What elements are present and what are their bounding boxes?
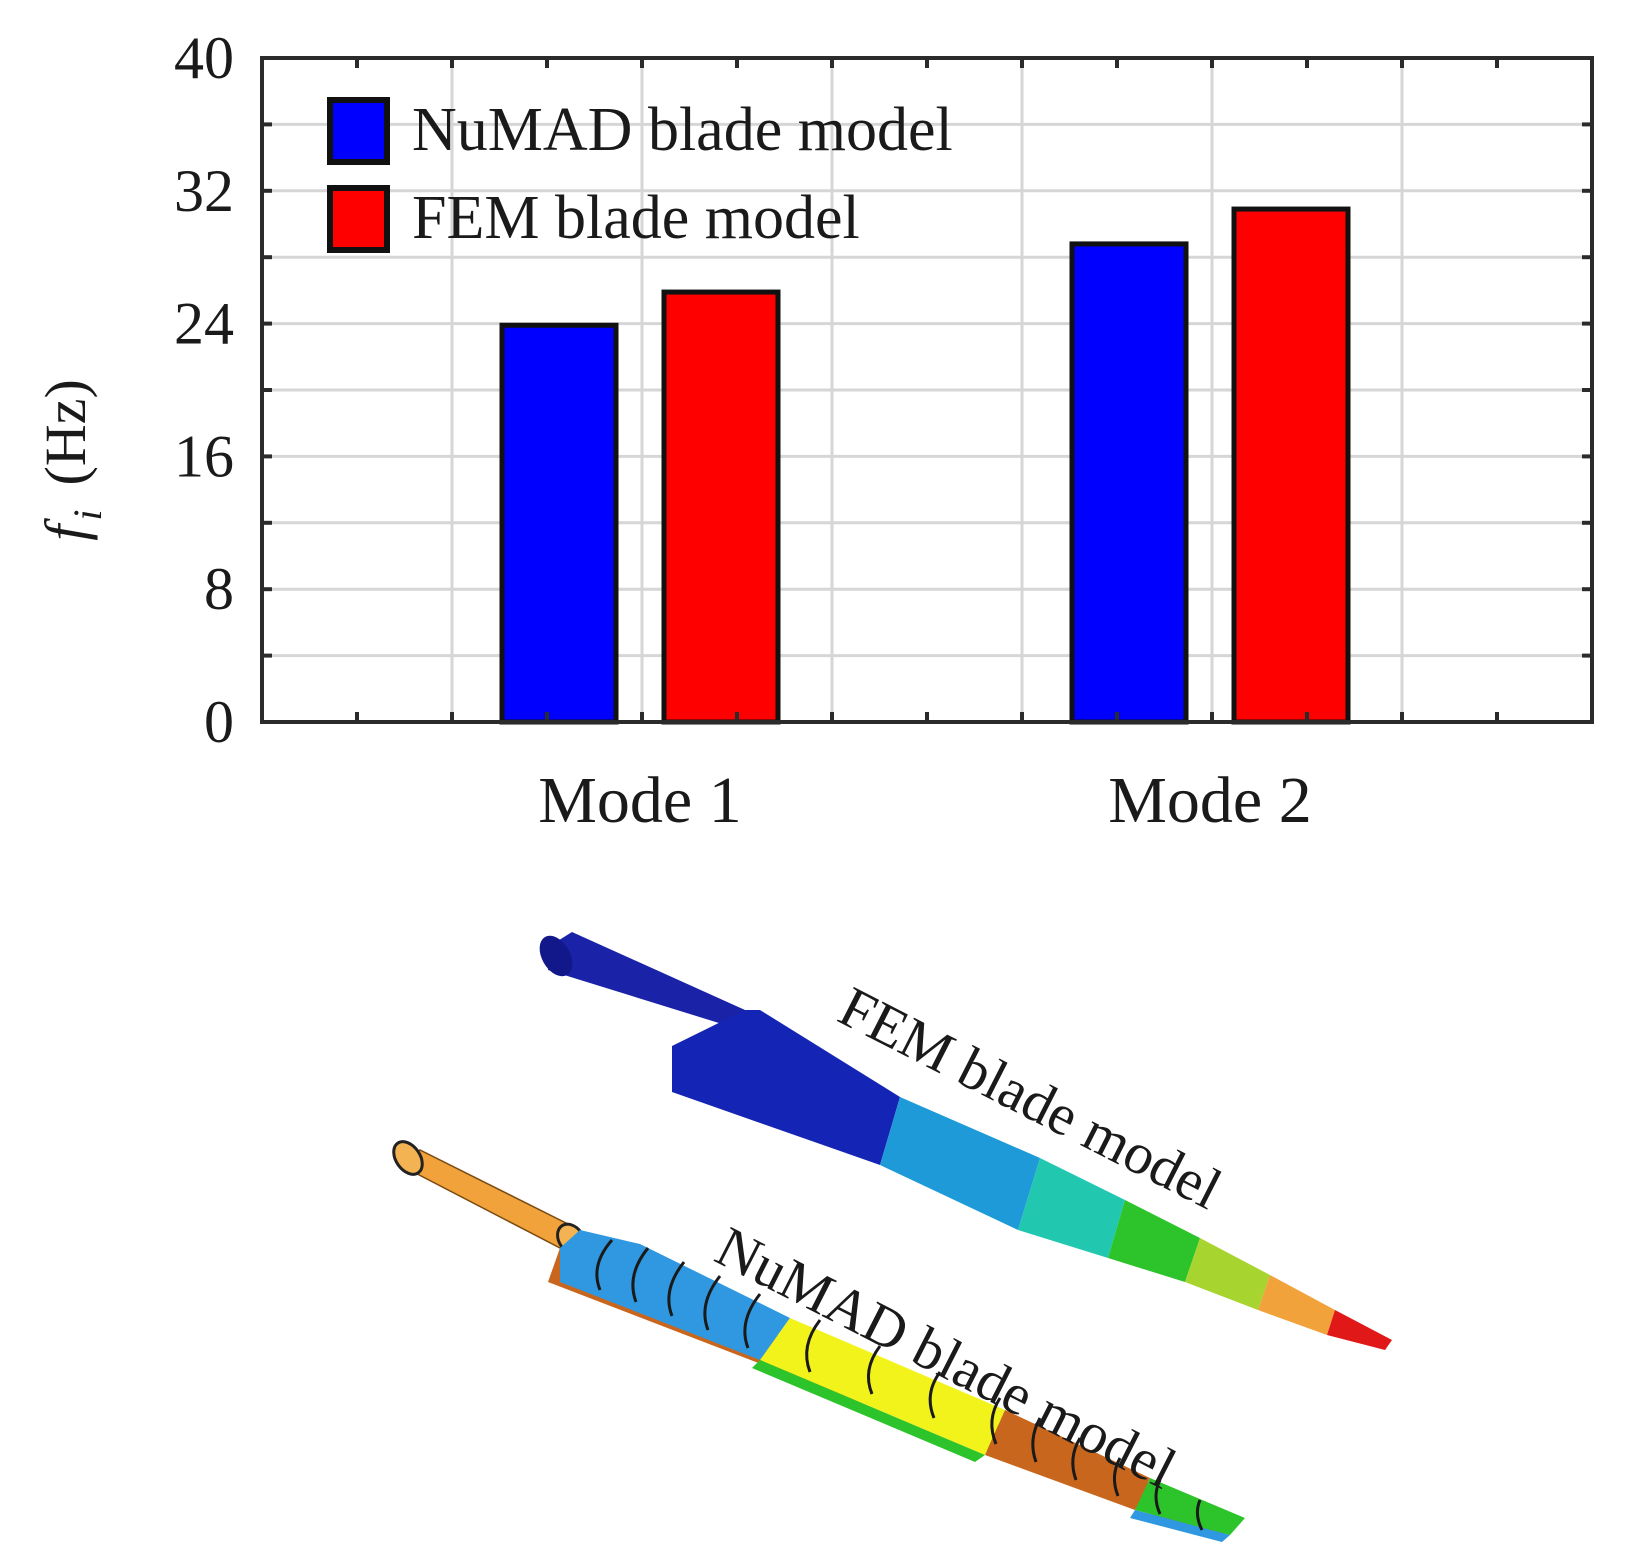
numad-blade-panel-yellow bbox=[760, 1318, 1005, 1455]
fem-blade-section-3 bbox=[1018, 1158, 1125, 1258]
fem-blade-section-6 bbox=[1258, 1275, 1335, 1335]
svg-text:fi(Hz): fi(Hz) bbox=[33, 379, 110, 541]
fem-blade-section-5 bbox=[1185, 1238, 1270, 1310]
numad-blade-panel-blue-edge bbox=[1130, 1510, 1230, 1542]
bar-fem-1 bbox=[661, 289, 781, 725]
x-tick-label: Mode 1 bbox=[538, 764, 741, 837]
legend: NuMAD blade model FEM blade model bbox=[327, 96, 953, 253]
numad-blade-root-cap bbox=[392, 1140, 424, 1176]
x-tick-labels: Mode 1 Mode 2 bbox=[538, 764, 1311, 837]
y-tick-label: 8 bbox=[204, 556, 234, 622]
numad-blade-panel-green-edge bbox=[752, 1360, 985, 1462]
horizontal-grid bbox=[262, 122, 1592, 658]
legend-swatch bbox=[327, 97, 390, 165]
numad-blade-section-rings bbox=[595, 1239, 1204, 1531]
y-axis-subscript: i bbox=[65, 510, 110, 521]
fem-blade-root bbox=[548, 932, 745, 1028]
legend-label: NuMAD blade model bbox=[412, 96, 953, 164]
fem-blade-tip bbox=[1327, 1310, 1392, 1350]
y-tick-label: 0 bbox=[204, 689, 234, 755]
y-tick-label: 24 bbox=[174, 291, 234, 357]
y-tick-labels: 0 8 16 24 32 40 bbox=[174, 25, 234, 755]
numad-blade-panel-green bbox=[1135, 1478, 1245, 1535]
fem-blade-section-4 bbox=[1108, 1200, 1200, 1282]
y-tick-label: 32 bbox=[174, 158, 234, 224]
fem-blade bbox=[539, 932, 1392, 1350]
minor-ticks bbox=[262, 58, 1592, 722]
x-tick-label: Mode 2 bbox=[1108, 764, 1311, 837]
numad-blade bbox=[392, 1140, 1245, 1542]
bar-numad-2 bbox=[1069, 241, 1189, 725]
legend-swatch bbox=[327, 185, 390, 253]
legend-label: FEM blade model bbox=[412, 184, 860, 252]
fem-blade-root-cap bbox=[539, 935, 573, 977]
numad-blade-panel-brown bbox=[985, 1410, 1150, 1510]
bar-fem-2 bbox=[1231, 206, 1351, 725]
y-tick-label: 16 bbox=[174, 423, 234, 489]
fem-blade-section-2 bbox=[880, 1097, 1040, 1230]
bars bbox=[499, 206, 1351, 725]
fem-blade-section-1 bbox=[672, 1010, 900, 1165]
numad-blade-root bbox=[398, 1149, 582, 1249]
numad-blade-panel-blue bbox=[560, 1230, 790, 1360]
blade-illustration: FEM blade model bbox=[392, 932, 1392, 1542]
y-axis-unit: (Hz) bbox=[33, 379, 98, 485]
bar-numad-1 bbox=[499, 322, 619, 725]
y-axis-label: fi(Hz) bbox=[33, 379, 110, 541]
y-tick-label: 40 bbox=[174, 25, 234, 91]
